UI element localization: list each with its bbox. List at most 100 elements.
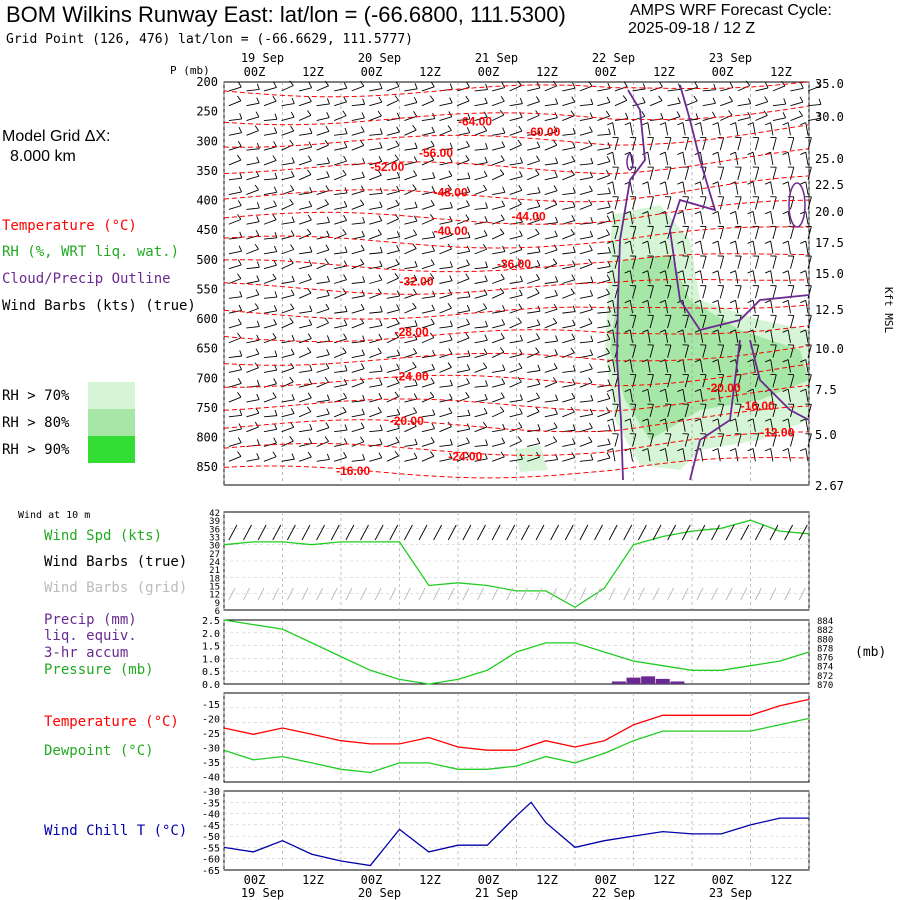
temperature-isotherm bbox=[223, 199, 810, 225]
wind-barb bbox=[316, 235, 330, 240]
wind-barb-flag bbox=[465, 273, 470, 279]
wind-barb bbox=[421, 296, 435, 299]
wind-barb bbox=[421, 100, 435, 107]
wind-barb-flag bbox=[589, 244, 593, 251]
wind-barb bbox=[737, 256, 742, 269]
wind-barb bbox=[456, 250, 470, 255]
wind-barb-flag bbox=[800, 270, 806, 274]
wind-barb-flag bbox=[379, 260, 383, 267]
wind-barb bbox=[685, 100, 698, 107]
wind-barb bbox=[737, 196, 742, 210]
wind-barb bbox=[228, 355, 242, 359]
wind-barb-flag bbox=[466, 127, 471, 133]
wind-barb-flag bbox=[466, 378, 470, 384]
wind-barb-flag bbox=[414, 260, 418, 267]
wind-barb-flag bbox=[677, 211, 684, 215]
wind-barb-flag bbox=[396, 422, 400, 429]
wind-barb-flag bbox=[501, 82, 506, 88]
wind-barb bbox=[562, 133, 576, 136]
wind-barb bbox=[404, 115, 417, 121]
top-hour-label: 00Z bbox=[478, 65, 500, 79]
pressure-tick-label: 200 bbox=[196, 75, 218, 89]
wind-barb-flag bbox=[413, 156, 418, 163]
wind-barb-flag bbox=[465, 332, 470, 339]
wind-barb-flag bbox=[395, 258, 400, 265]
wind-barb-flag bbox=[677, 181, 684, 185]
wind-barb-true bbox=[316, 524, 326, 541]
wind-barb-true bbox=[798, 524, 808, 541]
wind-barb bbox=[612, 122, 616, 136]
wind-barb bbox=[719, 196, 725, 210]
wind-barb bbox=[421, 382, 435, 388]
wind-barb-flag bbox=[483, 407, 488, 414]
pressure-tick-label: 300 bbox=[196, 134, 218, 148]
wind-barb bbox=[772, 404, 777, 417]
wind-barb bbox=[316, 413, 330, 418]
wind-barb-flag bbox=[307, 228, 312, 235]
wind-barb bbox=[752, 359, 756, 373]
wind-barb-flag bbox=[747, 448, 754, 452]
wind-barb-flag bbox=[342, 110, 347, 116]
wind-barb-flag bbox=[536, 451, 540, 458]
wind-barb-grid bbox=[374, 587, 382, 601]
wind-barb-flag bbox=[449, 334, 453, 341]
wind-barb-flag bbox=[607, 122, 613, 126]
wind-barb-grid bbox=[579, 587, 587, 601]
wind-barb bbox=[787, 122, 791, 136]
wind-barb-flag bbox=[712, 270, 719, 274]
wind-barb bbox=[491, 456, 505, 462]
wind-barb bbox=[334, 384, 347, 388]
bottom-hour-label: 00Z bbox=[478, 873, 500, 887]
wind-barb-flag bbox=[324, 139, 329, 146]
wind-barb bbox=[491, 233, 505, 240]
wind-barb-flag bbox=[537, 186, 541, 193]
wind-barb bbox=[667, 196, 672, 210]
pressure-tick-label: 876 bbox=[817, 654, 833, 664]
wind-barb bbox=[386, 427, 400, 433]
wind-barb bbox=[351, 459, 365, 462]
wind-barb-flag bbox=[394, 154, 399, 160]
wind-barb bbox=[404, 325, 418, 329]
wind-barb-flag bbox=[466, 186, 471, 193]
wind-barb-flag bbox=[642, 270, 648, 274]
wind-barb bbox=[772, 103, 786, 107]
wind-barb bbox=[790, 226, 795, 240]
wind-tick-label: 6 bbox=[215, 607, 220, 617]
wind-barb bbox=[351, 204, 364, 210]
wind-barb-flag bbox=[466, 304, 471, 311]
wind-barb-flag bbox=[343, 96, 347, 103]
wind-barb bbox=[807, 256, 812, 269]
pressure-tick-label: 878 bbox=[817, 644, 833, 654]
height-tick-label: 35.0 bbox=[815, 77, 844, 91]
wind-barb bbox=[316, 281, 330, 284]
wind-barb-true bbox=[345, 524, 355, 541]
wind-barb-grid bbox=[550, 587, 558, 601]
wind-barb bbox=[474, 458, 488, 462]
cloud-outline bbox=[669, 84, 810, 332]
wind-barb bbox=[755, 87, 769, 92]
wind-barb-flag bbox=[413, 407, 418, 413]
wind-barb bbox=[474, 280, 488, 284]
wind-barb-true bbox=[257, 524, 267, 541]
wind-barb bbox=[316, 354, 330, 359]
top-hour-label: 12Z bbox=[419, 65, 441, 79]
wind-barb-flag bbox=[308, 437, 313, 444]
wind-barb-flag bbox=[499, 287, 505, 294]
wind-barb bbox=[228, 145, 242, 151]
wind-barb-flag bbox=[431, 423, 435, 429]
wind-barb-flag bbox=[570, 169, 575, 176]
wind-barb-grid bbox=[491, 587, 499, 601]
wind-barb bbox=[772, 256, 777, 269]
wind-barb bbox=[456, 442, 470, 447]
wind-barb-flag bbox=[658, 95, 663, 101]
wind-barb bbox=[579, 190, 593, 196]
wind-tick-label: 15 bbox=[209, 583, 220, 593]
rh-shading bbox=[515, 205, 809, 472]
wind-barb bbox=[527, 411, 540, 418]
wind-barb bbox=[772, 315, 777, 329]
wind-barb bbox=[597, 88, 611, 92]
wind-barb-flag bbox=[237, 437, 242, 443]
wind-barb-flag bbox=[379, 306, 383, 313]
wind-barb bbox=[737, 285, 742, 299]
wind-barb bbox=[421, 414, 435, 418]
